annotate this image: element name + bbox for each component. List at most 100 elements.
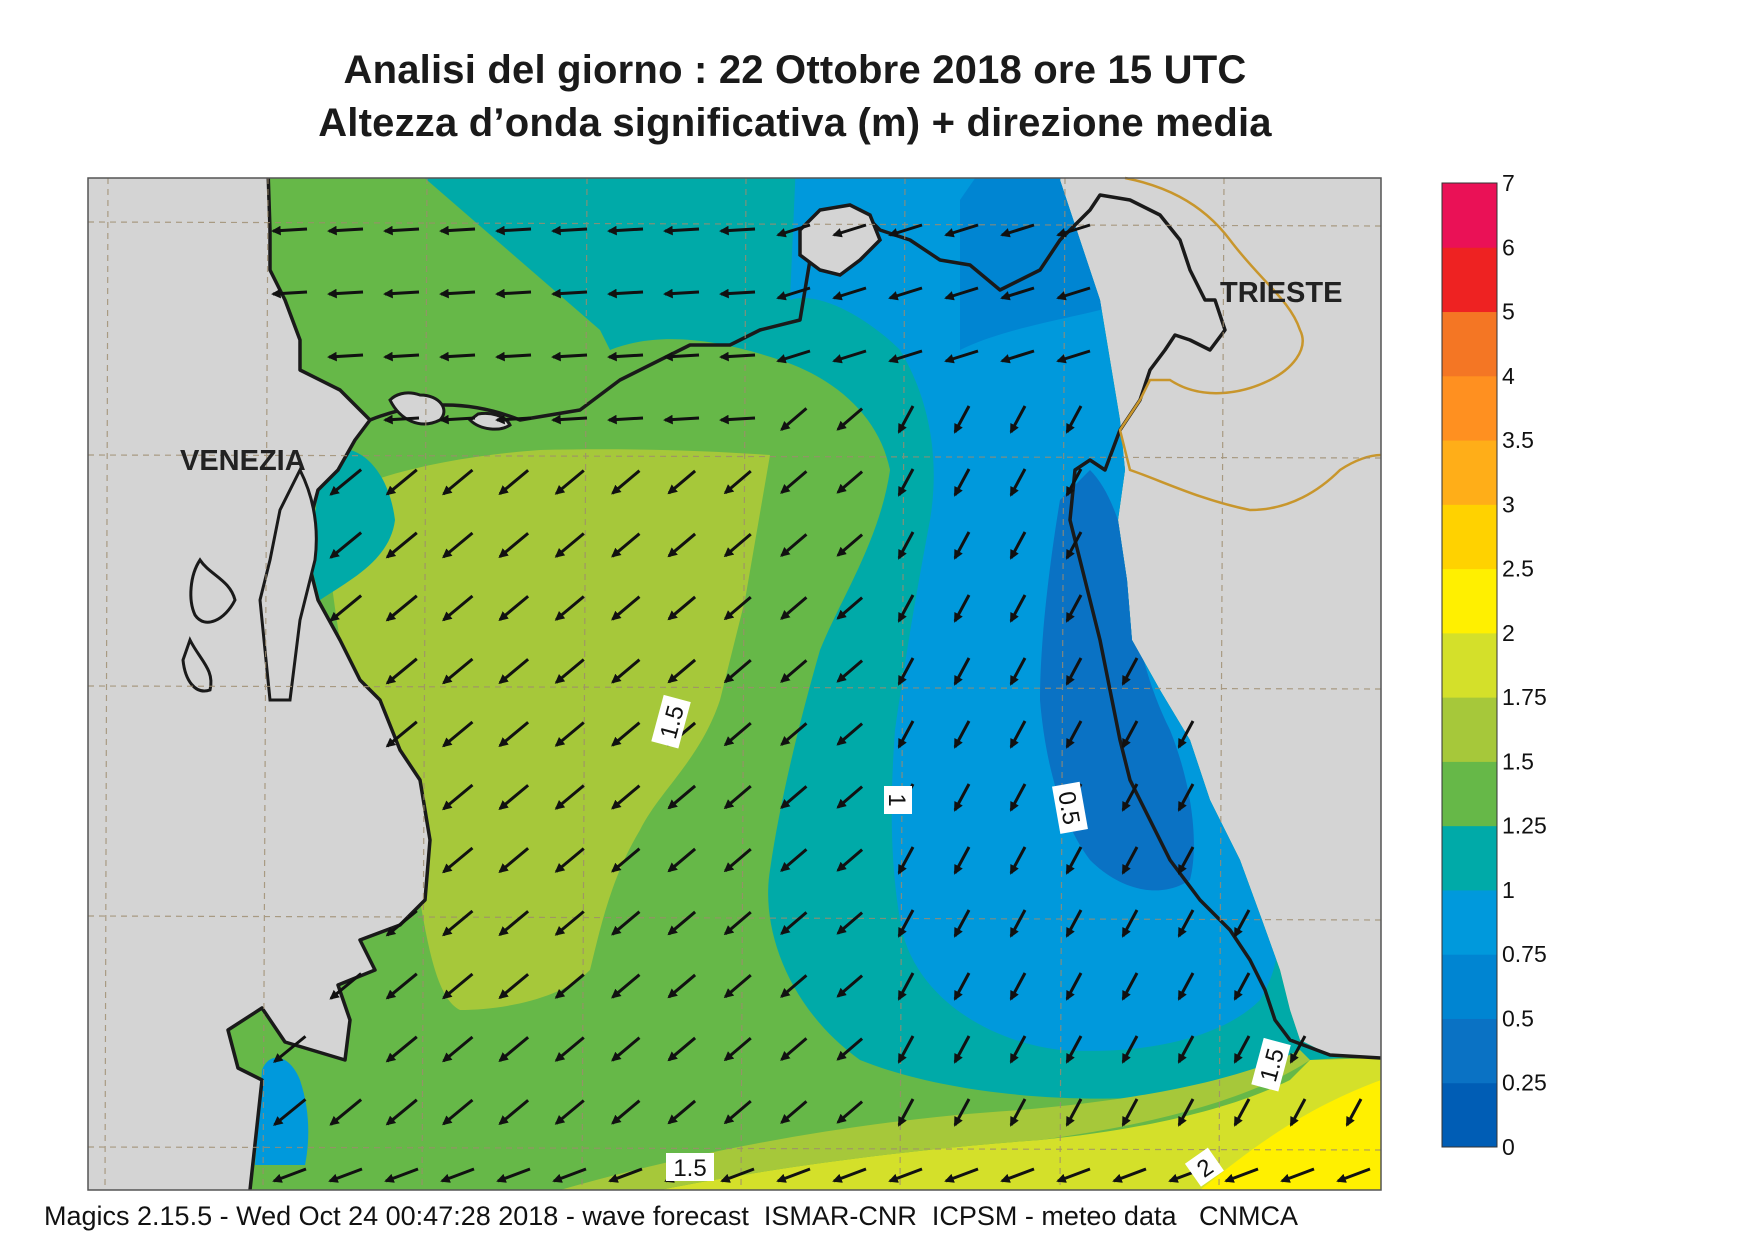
- wave-arrow: [440, 1167, 475, 1183]
- wave-arrow: [385, 720, 418, 748]
- wave-arrow: [888, 1167, 923, 1183]
- map-subtitle: Altezza d’onda significativa (m) + direz…: [318, 101, 1272, 145]
- wave-arrow: [953, 846, 971, 875]
- wave-arrow: [667, 469, 697, 495]
- wave-arrow: [719, 225, 756, 236]
- wave-arrow: [439, 288, 476, 299]
- wave-arrow: [611, 1036, 641, 1062]
- wave-arrow: [1233, 1035, 1251, 1064]
- wave-arrow: [723, 974, 752, 999]
- wave-arrow: [385, 909, 418, 937]
- wave-arrow: [832, 1167, 867, 1183]
- wave-arrow: [836, 470, 864, 494]
- wave-arrow: [888, 349, 923, 364]
- wave-arrow: [551, 225, 588, 236]
- wave-arrow: [607, 414, 644, 425]
- wave-arrow: [776, 1167, 811, 1183]
- wave-arrow: [607, 288, 644, 299]
- wave-arrow: [723, 470, 752, 495]
- wave-arrow: [720, 1167, 755, 1183]
- colorbar-tick-label: 7: [1502, 170, 1515, 196]
- wave-arrow: [897, 468, 915, 497]
- wave-arrow: [780, 785, 808, 809]
- wave-arrow: [1065, 972, 1083, 1001]
- wave-arrow: [1009, 468, 1027, 497]
- wave-arrow: [780, 596, 808, 620]
- wave-arrow: [1065, 405, 1083, 434]
- wave-arrow: [385, 594, 418, 622]
- wave-arrow: [1009, 909, 1027, 938]
- wave-arrow: [1009, 846, 1027, 875]
- wave-arrow: [608, 1167, 643, 1183]
- wave-arrow: [554, 1099, 585, 1125]
- footer-credits: Magics 2.15.5 - Wed Oct 24 00:47:28 2018…: [44, 1201, 1298, 1231]
- wave-arrow: [836, 785, 864, 809]
- wave-arrow: [780, 407, 808, 431]
- wave-arrow: [442, 972, 474, 1000]
- wave-arrow: [836, 533, 864, 557]
- wave-arrow: [1056, 223, 1091, 238]
- wave-arrow: [1056, 1167, 1091, 1183]
- colorbar-tick-label: 1.5: [1502, 748, 1534, 774]
- wave-arrow: [498, 532, 530, 558]
- wave-arrow: [663, 351, 700, 362]
- colorbar-tick-label: 0: [1502, 1134, 1515, 1160]
- wave-arrow: [723, 722, 752, 747]
- wave-arrow: [611, 973, 641, 999]
- wave-arrow: [442, 531, 474, 559]
- wave-arrow: [272, 1167, 307, 1183]
- wave-arrow: [611, 658, 641, 684]
- wave-arrow: [611, 532, 641, 558]
- wave-arrow: [1112, 1167, 1147, 1183]
- wave-arrow: [551, 288, 588, 299]
- colorbar-swatch: [1442, 440, 1497, 505]
- wave-arrow: [953, 657, 971, 686]
- wave-arrow: [383, 414, 420, 425]
- colorbar-tick-label: 0.75: [1502, 941, 1547, 967]
- wave-arrow: [1065, 531, 1083, 560]
- colorbar-frame: [1441, 182, 1498, 1148]
- wave-arrow: [1177, 846, 1195, 875]
- wave-arrow: [780, 974, 808, 998]
- wave-arrow: [495, 225, 532, 236]
- wave-arrow: [611, 1099, 641, 1125]
- wave-arrow: [667, 784, 697, 810]
- wave-arrow: [888, 223, 923, 238]
- wave-arrow: [667, 847, 697, 873]
- wave-arrow: [897, 594, 915, 623]
- wave-arrow: [552, 1167, 587, 1183]
- wave-arrow: [953, 972, 971, 1001]
- wave-arrow: [667, 973, 697, 999]
- wave-arrow: [611, 910, 641, 936]
- contour-label: 0.5: [1052, 781, 1088, 834]
- wave-arrow: [554, 595, 585, 621]
- contour-label: 1.5: [651, 694, 691, 749]
- wave-arrow: [667, 1099, 697, 1125]
- wave-arrow: [953, 405, 971, 434]
- wave-arrow: [442, 783, 474, 811]
- wave-arrow: [271, 288, 308, 299]
- colorbar-swatch: [1442, 697, 1497, 762]
- wave-arrow: [1121, 1098, 1139, 1127]
- wave-arrow: [832, 223, 867, 238]
- wave-arrow: [327, 225, 364, 236]
- venice-lagoon: [258, 466, 318, 702]
- wave-arrow: [780, 1037, 808, 1061]
- wave-arrow: [273, 1035, 307, 1063]
- colorbar-swatch: [1442, 825, 1497, 891]
- wave-arrow: [836, 1037, 864, 1061]
- wave-arrow: [1009, 405, 1027, 434]
- colorbar-swatch: [1442, 1082, 1497, 1148]
- wave-arrow: [1177, 1098, 1195, 1127]
- colorbar-tick-label: 3: [1502, 491, 1515, 517]
- place-trieste: TRIESTE: [1220, 277, 1342, 309]
- colorbar-swatch: [1442, 1018, 1497, 1084]
- colorbar-swatch: [1442, 375, 1497, 441]
- wave-arrow: [1345, 1098, 1363, 1127]
- wave-arrow: [723, 533, 752, 558]
- wave-arrow: [1233, 1098, 1251, 1127]
- wave-arrow: [723, 659, 752, 684]
- contour-label: 2: [1184, 1147, 1224, 1187]
- wave-arrow: [385, 657, 418, 685]
- wave-arrow: [498, 973, 530, 999]
